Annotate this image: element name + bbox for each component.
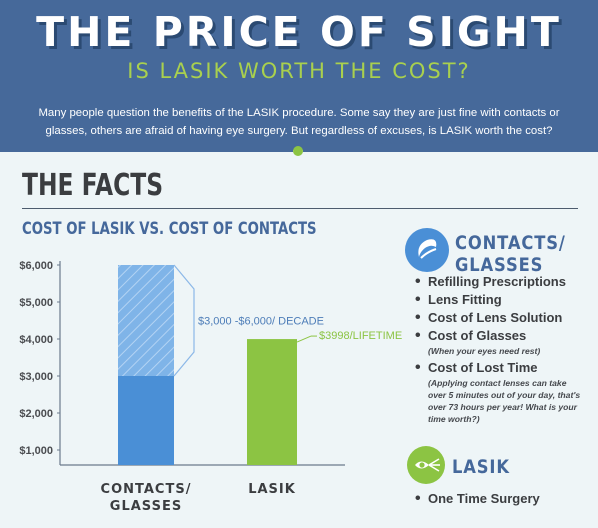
range-annotation: $3,000 -$6,000/ DECADE [198,316,324,328]
y-tick-label: $5,000 [19,297,53,309]
x-category-label: CONTACTS/ [101,482,192,497]
eye-laser-icon [407,446,445,484]
page-title: THE PRICE OF SIGHT [36,8,562,56]
list-item: Cost of Lens Solution [415,309,585,327]
y-tick-label: $4,000 [19,334,53,346]
intro-text: Many people question the benefits of the… [38,107,560,137]
bar [118,376,174,465]
y-tick-label: $6,000 [19,260,53,272]
list-item: Cost of Glasses(When your eyes need rest… [415,327,585,357]
lasik-cost-list: One Time Surgery [415,490,585,508]
x-category-label: GLASSES [110,499,182,514]
contacts-cost-list: Refilling Prescriptions Lens Fitting Cos… [415,273,585,427]
list-item: Refilling Prescriptions [415,273,585,291]
list-item: One Time Surgery [415,490,585,508]
bar-range [118,265,174,376]
list-item: Cost of Lost Time(Applying contact lense… [415,359,585,425]
contact-lens-icon [405,228,449,272]
contacts-heading: CONTACTS/ GLASSES [455,232,566,276]
lasik-leader [296,335,312,343]
bar [247,339,297,465]
list-item: Lens Fitting [415,291,585,309]
divider-line-right [303,150,598,152]
page-subtitle: IS LASIK WORTH THE COST? [127,59,471,83]
y-tick-label: $3,000 [19,371,53,383]
section-rule [22,208,578,209]
lasik-heading: LASIK [452,456,510,478]
divider-line-left [0,150,293,152]
divider-dot [293,146,303,156]
range-bracket [173,264,195,377]
chart-title: COST OF LASIK VS. COST OF CONTACTS [22,219,317,239]
y-tick-label: $1,000 [19,445,53,457]
lasik-annotation: $3998/LIFETIME [319,330,402,342]
header-banner [0,0,598,150]
section-heading: THE FACTS [22,168,164,203]
y-tick-label: $2,000 [19,408,53,420]
x-category-label: LASIK [248,482,296,497]
